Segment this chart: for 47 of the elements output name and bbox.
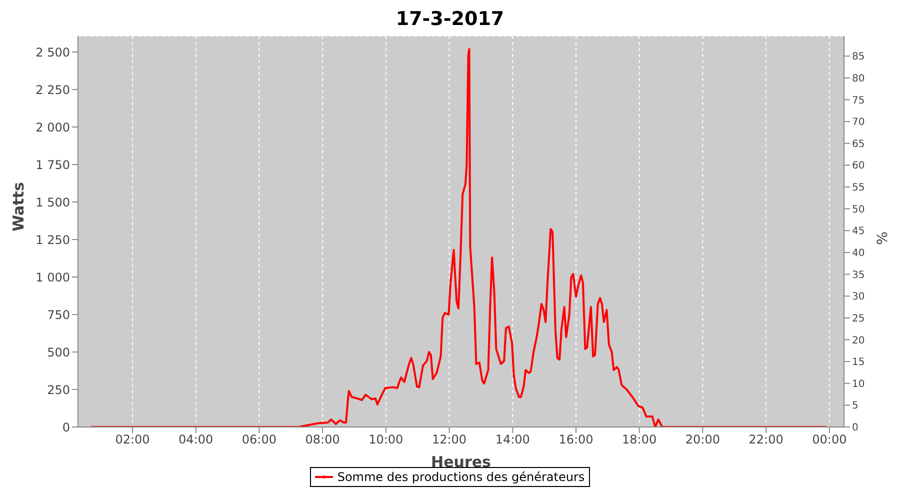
y2-tick-label: 30 xyxy=(852,292,865,303)
x-tick-label: 10:00 xyxy=(368,432,404,447)
y2-tick-label: 70 xyxy=(852,117,865,128)
y2-tick-label: 85 xyxy=(852,52,865,63)
y2-tick-label: 40 xyxy=(852,248,865,259)
y-tick-label: 0 xyxy=(62,420,70,434)
y-tick-label: 1 250 xyxy=(36,232,70,247)
x-tick-label: 08:00 xyxy=(305,432,340,447)
legend-label: Somme des productions des générateurs xyxy=(337,470,585,484)
y2-axis-title: % xyxy=(874,232,891,245)
y2-tick-label: 0 xyxy=(852,422,858,434)
y2-tick-label: 20 xyxy=(852,335,865,346)
line-series xyxy=(90,48,828,427)
y-tick-label: 2 500 xyxy=(36,45,70,60)
y-tick-label: 250 xyxy=(47,382,70,397)
y-tick-label: 1 500 xyxy=(36,195,70,210)
x-tick-label: 00:00 xyxy=(812,432,847,447)
y-tick-label: 2 000 xyxy=(36,120,70,134)
y-tick-label: 750 xyxy=(47,308,70,322)
y2-tick-label: 5 xyxy=(852,400,858,412)
y2-tick-label: 35 xyxy=(852,270,865,281)
y2-tick-label: 10 xyxy=(852,378,865,390)
x-tick-label: 16:00 xyxy=(558,432,594,447)
y2-tick-label: 65 xyxy=(852,138,865,150)
x-tick-label: 22:00 xyxy=(748,432,784,447)
y2-tick-label: 50 xyxy=(852,204,865,216)
y-tick-label: 1 750 xyxy=(36,158,70,172)
x-tick-label: 02:00 xyxy=(115,432,150,447)
y-tick-label: 2 250 xyxy=(36,82,70,97)
x-tick-label: 04:00 xyxy=(178,432,214,447)
x-tick-label: 06:00 xyxy=(242,432,276,447)
x-axis-title: Heures xyxy=(431,453,492,471)
x-tick-label: 14:00 xyxy=(495,432,530,447)
y-axis-title: Watts xyxy=(9,182,28,232)
y-tick-label: 1 000 xyxy=(36,270,70,284)
y2-tick-label: 25 xyxy=(852,313,865,324)
y2-tick-label: 45 xyxy=(852,226,865,238)
y2-tick-label: 15 xyxy=(852,357,865,368)
y-tick-label: 500 xyxy=(47,345,70,360)
x-tick-label: 18:00 xyxy=(622,432,657,447)
x-tick-label: 20:00 xyxy=(685,432,720,447)
y2-tick-label: 75 xyxy=(852,95,865,106)
x-tick-label: 12:00 xyxy=(432,432,467,447)
chart-title: 17-3-2017 xyxy=(394,8,506,32)
y2-tick-label: 60 xyxy=(852,160,865,172)
y2-tick-label: 55 xyxy=(852,182,865,194)
y2-tick-label: 80 xyxy=(852,73,865,84)
